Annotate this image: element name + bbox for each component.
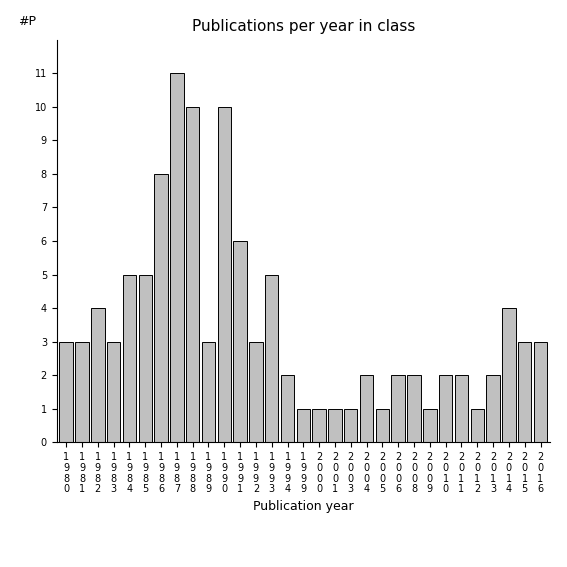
Bar (455, 375, 468, 442)
Bar (202, 341, 215, 442)
Bar (344, 409, 358, 442)
Bar (60, 341, 73, 442)
Bar (328, 409, 342, 442)
Bar (234, 241, 247, 442)
Bar (407, 375, 421, 442)
Bar (91, 308, 104, 442)
Bar (376, 409, 389, 442)
Bar (186, 107, 200, 442)
Bar (391, 375, 405, 442)
Bar (75, 341, 88, 442)
Bar (486, 375, 500, 442)
Bar (502, 308, 515, 442)
X-axis label: Publication year: Publication year (253, 500, 354, 513)
Bar (265, 274, 278, 442)
Bar (423, 409, 437, 442)
Bar (138, 274, 152, 442)
Title: Publications per year in class: Publications per year in class (192, 19, 415, 35)
Bar (122, 274, 136, 442)
Bar (312, 409, 326, 442)
Bar (439, 375, 452, 442)
Bar (297, 409, 310, 442)
Bar (107, 341, 120, 442)
Bar (360, 375, 373, 442)
Bar (170, 73, 184, 442)
Bar (471, 409, 484, 442)
Bar (218, 107, 231, 442)
Bar (154, 174, 168, 442)
Bar (281, 375, 294, 442)
Bar (534, 341, 547, 442)
Bar (518, 341, 531, 442)
Y-axis label: #P: #P (18, 15, 36, 28)
Bar (249, 341, 263, 442)
